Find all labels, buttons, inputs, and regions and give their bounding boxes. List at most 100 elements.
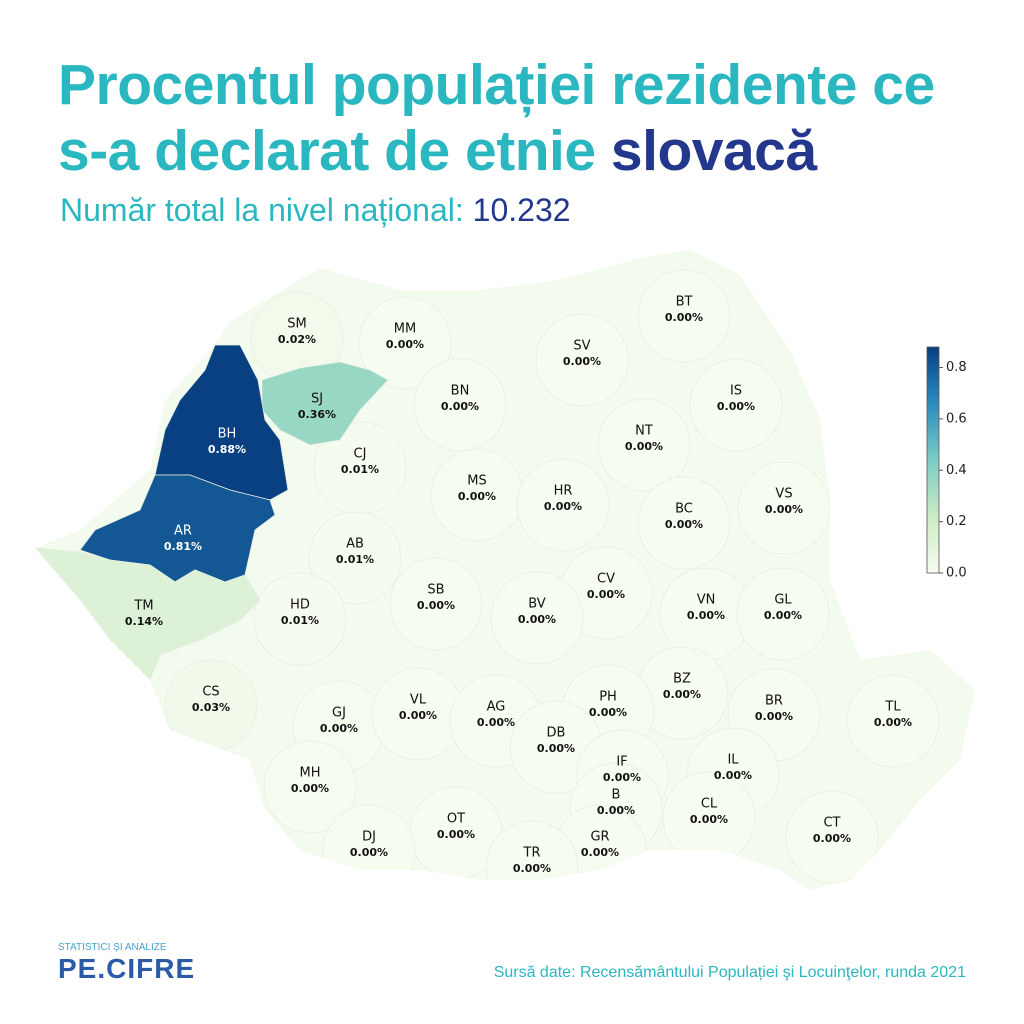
colorbar-tick-label: 0.2 bbox=[946, 514, 967, 529]
county-code: CJ bbox=[354, 447, 367, 462]
county-value: 0.01% bbox=[336, 553, 374, 566]
county-value: 0.00% bbox=[458, 490, 496, 503]
logo: STATISTICI ȘI ANALIZE PE.CIFRE bbox=[58, 942, 195, 985]
logo-tagline: STATISTICI ȘI ANALIZE bbox=[58, 942, 167, 953]
county-value: 0.00% bbox=[714, 769, 752, 782]
county-code: HD bbox=[290, 598, 310, 613]
county-code: MM bbox=[394, 322, 416, 337]
county bbox=[597, 398, 691, 492]
county-value: 0.01% bbox=[281, 614, 319, 627]
county-value: 0.00% bbox=[597, 804, 635, 817]
county-value: 0.00% bbox=[765, 503, 803, 516]
county-code: VS bbox=[775, 487, 792, 502]
county bbox=[516, 458, 610, 552]
county-value: 0.00% bbox=[603, 771, 641, 784]
county-value: 0.00% bbox=[563, 355, 601, 368]
county-value: 0.00% bbox=[813, 832, 851, 845]
county-value: 0.14% bbox=[125, 615, 163, 628]
county-code: AB bbox=[346, 537, 364, 552]
county-code: BR bbox=[765, 694, 783, 709]
county-value: 0.00% bbox=[350, 846, 388, 859]
county-code: TL bbox=[884, 700, 901, 715]
county-code: AG bbox=[487, 700, 506, 715]
logo-name: PE.CIFRE bbox=[58, 953, 196, 984]
county-code: TR bbox=[523, 846, 541, 861]
county-value: 0.00% bbox=[513, 862, 551, 875]
county-code: HR bbox=[554, 484, 573, 499]
county-value: 0.00% bbox=[477, 716, 515, 729]
county-value: 0.00% bbox=[417, 599, 455, 612]
county-value: 0.00% bbox=[399, 709, 437, 722]
county-code: TM bbox=[133, 599, 153, 614]
county bbox=[35, 547, 261, 681]
county-code: DB bbox=[547, 726, 566, 741]
county-code: VN bbox=[697, 593, 716, 608]
county-code: SJ bbox=[311, 392, 323, 407]
county-value: 0.81% bbox=[164, 540, 202, 553]
county-code: CV bbox=[597, 572, 615, 587]
colorbar-tick-label: 0.8 bbox=[946, 360, 967, 375]
county-value: 0.00% bbox=[320, 722, 358, 735]
county-value: 0.00% bbox=[437, 828, 475, 841]
colorbar bbox=[926, 346, 940, 574]
county-value: 0.00% bbox=[874, 716, 912, 729]
county-value: 0.00% bbox=[386, 338, 424, 351]
county-code: AR bbox=[174, 524, 192, 539]
county-value: 0.00% bbox=[665, 518, 703, 531]
county-value: 0.00% bbox=[687, 609, 725, 622]
county-code: SM bbox=[287, 317, 306, 332]
county bbox=[308, 511, 402, 605]
colorbar-tick-label: 0.0 bbox=[946, 566, 967, 581]
county-value: 0.02% bbox=[278, 333, 316, 346]
county-value: 0.00% bbox=[441, 400, 479, 413]
county-value: 0.01% bbox=[341, 463, 379, 476]
county-value: 0.00% bbox=[665, 311, 703, 324]
county-code: GL bbox=[774, 593, 792, 608]
county-value: 0.00% bbox=[625, 440, 663, 453]
county-code: CT bbox=[823, 816, 840, 831]
county-code: VL bbox=[410, 693, 427, 708]
county-code: PH bbox=[599, 690, 617, 705]
county bbox=[389, 557, 483, 651]
title-line: Procentul populației rezidente ce bbox=[58, 53, 935, 117]
county-code: OT bbox=[447, 812, 465, 827]
county bbox=[737, 461, 831, 555]
title-line: s-a declarat de etnie bbox=[58, 119, 596, 183]
county bbox=[263, 740, 357, 834]
county-code: BV bbox=[528, 597, 546, 612]
colorbar-tick-label: 0.4 bbox=[946, 463, 967, 478]
county-value: 0.36% bbox=[298, 408, 336, 421]
county-value: 0.03% bbox=[192, 701, 230, 714]
county-value: 0.00% bbox=[690, 813, 728, 826]
county-value: 0.00% bbox=[291, 782, 329, 795]
county-code: DJ bbox=[362, 830, 376, 845]
national-total: 10.232 bbox=[472, 192, 571, 228]
county-value: 0.00% bbox=[717, 400, 755, 413]
county bbox=[535, 313, 629, 407]
title-highlight: slovacă bbox=[610, 119, 817, 183]
county-code: SV bbox=[573, 339, 590, 354]
county-value: 0.00% bbox=[755, 710, 793, 723]
county-code: GJ bbox=[332, 706, 346, 721]
county-code: IL bbox=[727, 753, 739, 768]
county-code: IS bbox=[730, 384, 742, 399]
county-value: 0.00% bbox=[663, 688, 701, 701]
county-code: BZ bbox=[673, 672, 691, 687]
county-value: 0.00% bbox=[537, 742, 575, 755]
county-value: 0.00% bbox=[589, 706, 627, 719]
county bbox=[846, 674, 940, 768]
county-code: NT bbox=[635, 424, 653, 439]
county-code: SB bbox=[427, 583, 444, 598]
county-code: GR bbox=[590, 830, 609, 845]
county bbox=[637, 269, 731, 363]
county-code: CL bbox=[701, 797, 718, 812]
county bbox=[261, 361, 389, 446]
county-value: 0.00% bbox=[581, 846, 619, 859]
county-code: B bbox=[612, 788, 621, 803]
subtitle-text: Număr total la nivel național: bbox=[60, 192, 464, 228]
county-code: BT bbox=[676, 295, 693, 310]
county bbox=[736, 567, 830, 661]
county-code: IF bbox=[616, 755, 627, 770]
county bbox=[785, 790, 879, 884]
